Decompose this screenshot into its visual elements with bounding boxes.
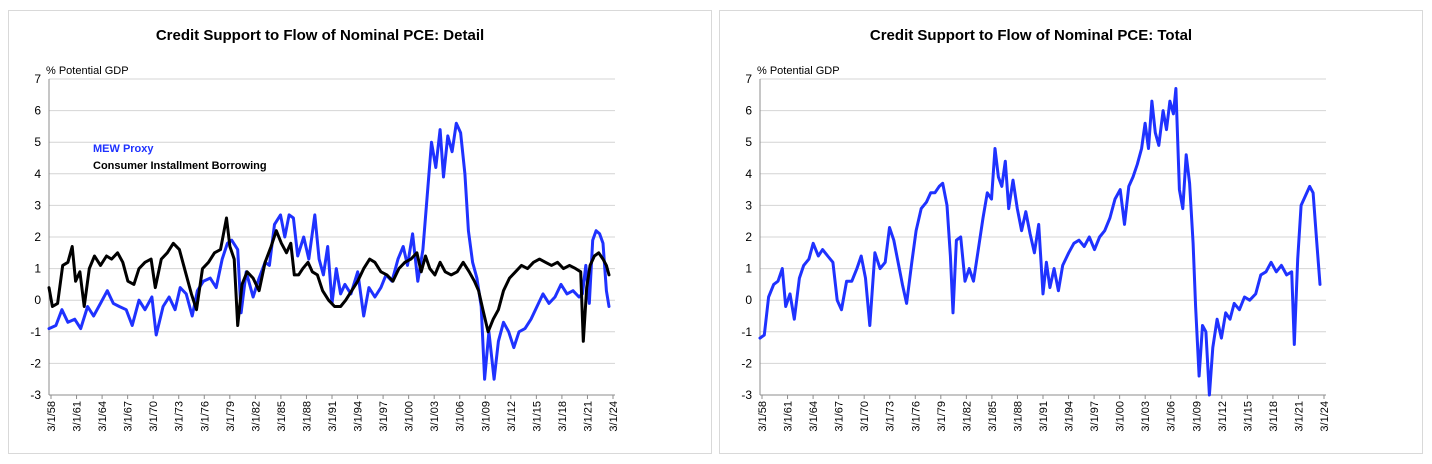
x-tick-label: 3/1/97 (378, 401, 390, 432)
total-chart: Credit Support to Flow of Nominal PCE: T… (741, 27, 1331, 432)
y-tick-label: 6 (745, 104, 752, 118)
y-tick-label: 0 (745, 293, 752, 307)
y-tick-label: 3 (34, 198, 41, 212)
x-tick-label: 3/1/88 (301, 401, 313, 432)
x-tick-label: 3/1/21 (582, 401, 594, 432)
x-tick-label: 3/1/09 (480, 401, 492, 432)
x-tick-label: 3/1/97 (1089, 401, 1101, 432)
detail-chart: Credit Support to Flow of Nominal PCE: D… (30, 27, 620, 432)
x-tick-label: 3/1/58 (46, 401, 58, 432)
y-tick-label: 6 (34, 104, 41, 118)
x-tick-label: 3/1/24 (1319, 401, 1331, 432)
x-tick-label: 3/1/12 (506, 401, 518, 432)
y-tick-label: 5 (34, 135, 41, 149)
x-tick-label: 3/1/00 (404, 401, 416, 432)
x-tick-label: 3/1/76 (910, 401, 922, 432)
y-tick-label: 1 (745, 262, 752, 276)
y-tick-label: 4 (34, 167, 41, 181)
x-tick-label: 3/1/70 (859, 401, 871, 432)
x-tick-label: 3/1/85 (987, 401, 999, 432)
x-tick-label: 3/1/82 (961, 401, 973, 432)
x-tick-label: 3/1/85 (276, 401, 288, 432)
y-tick-label: -3 (30, 388, 41, 402)
y-tick-label: 7 (745, 72, 752, 86)
x-tick-label: 3/1/67 (123, 401, 135, 432)
x-tick-label: 3/1/64 (808, 401, 820, 432)
x-tick-label: 3/1/94 (353, 401, 365, 432)
y-axis-label: % Potential GDP (757, 65, 840, 77)
x-tick-label: 3/1/00 (1115, 401, 1127, 432)
y-tick-label: 1 (34, 262, 41, 276)
y-tick-label: 4 (745, 167, 752, 181)
x-tick-label: 3/1/61 (72, 401, 84, 432)
x-tick-label: 3/1/03 (429, 401, 441, 432)
x-tick-label: 3/1/18 (1268, 401, 1280, 432)
chart-title: Credit Support to Flow of Nominal PCE: T… (870, 27, 1192, 44)
y-tick-label: 0 (34, 293, 41, 307)
y-tick-label: -3 (741, 388, 752, 402)
x-tick-label: 3/1/21 (1293, 401, 1305, 432)
x-tick-label: 3/1/94 (1064, 401, 1076, 432)
y-tick-label: 5 (745, 135, 752, 149)
chart-title: Credit Support to Flow of Nominal PCE: D… (156, 27, 484, 44)
x-tick-label: 3/1/76 (199, 401, 211, 432)
x-tick-label: 3/1/15 (531, 401, 543, 432)
legend-entry: Consumer Installment Borrowing (93, 160, 267, 172)
y-axis-label: % Potential GDP (46, 65, 129, 77)
x-tick-label: 3/1/73 (885, 401, 897, 432)
x-tick-label: 3/1/24 (608, 401, 620, 432)
x-tick-label: 3/1/79 (936, 401, 948, 432)
x-tick-label: 3/1/58 (757, 401, 769, 432)
x-tick-label: 3/1/73 (174, 401, 186, 432)
x-tick-label: 3/1/09 (1191, 401, 1203, 432)
x-tick-label: 3/1/18 (557, 401, 569, 432)
x-tick-label: 3/1/15 (1242, 401, 1254, 432)
y-tick-label: -1 (30, 325, 41, 339)
x-tick-label: 3/1/70 (148, 401, 160, 432)
detail-chart-panel: Credit Support to Flow of Nominal PCE: D… (8, 10, 712, 454)
x-tick-label: 3/1/06 (455, 401, 467, 432)
x-tick-label: 3/1/03 (1140, 401, 1152, 432)
legend-entry: MEW Proxy (93, 143, 154, 155)
y-tick-label: -2 (741, 356, 752, 370)
y-tick-label: 2 (34, 230, 41, 244)
x-tick-label: 3/1/61 (783, 401, 795, 432)
x-tick-label: 3/1/67 (834, 401, 846, 432)
x-tick-label: 3/1/88 (1012, 401, 1024, 432)
y-tick-label: -1 (741, 325, 752, 339)
y-tick-label: 2 (745, 230, 752, 244)
x-tick-label: 3/1/79 (225, 401, 237, 432)
x-tick-label: 3/1/91 (1038, 401, 1050, 432)
y-tick-label: 3 (745, 198, 752, 212)
x-tick-label: 3/1/82 (250, 401, 262, 432)
x-tick-label: 3/1/06 (1166, 401, 1178, 432)
x-tick-label: 3/1/64 (97, 401, 109, 432)
series-line-consumer-installment-borrowing (47, 216, 611, 343)
x-tick-label: 3/1/91 (327, 401, 339, 432)
series-line-total (758, 87, 1322, 397)
total-chart-panel: Credit Support to Flow of Nominal PCE: T… (719, 10, 1423, 454)
x-tick-label: 3/1/12 (1217, 401, 1229, 432)
y-tick-label: 7 (34, 72, 41, 86)
y-tick-label: -2 (30, 356, 41, 370)
